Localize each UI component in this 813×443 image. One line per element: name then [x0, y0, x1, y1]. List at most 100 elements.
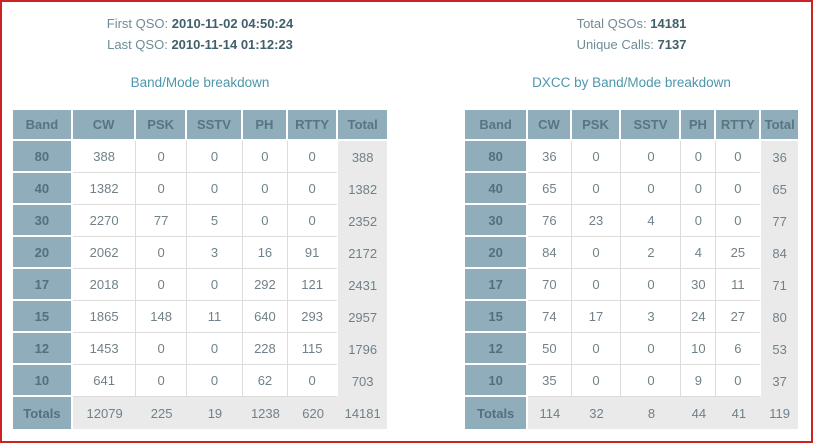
value-cell: 91: [287, 237, 339, 269]
row-total-cell: 703: [338, 365, 387, 397]
totals-value-cell: 19: [186, 397, 243, 429]
row-total-cell: 37: [761, 365, 798, 397]
value-cell: 30: [681, 269, 717, 301]
value-cell: 74: [528, 301, 572, 333]
value-cell: 76: [528, 205, 572, 237]
column-header-sstv: SSTV: [621, 110, 682, 141]
value-cell: 3: [621, 301, 682, 333]
row-total-cell: 65: [761, 173, 798, 205]
value-cell: 0: [621, 333, 682, 365]
value-cell: 2270: [72, 205, 137, 237]
value-cell: 0: [571, 333, 622, 365]
value-cell: 0: [716, 141, 762, 173]
totals-value-cell: 44: [681, 397, 717, 429]
value-cell: 0: [186, 333, 243, 365]
band-cell: 40: [13, 173, 73, 205]
header-row: Band CW PSK SSTV PH RTTY Total: [465, 110, 798, 141]
band-cell: 80: [13, 141, 73, 173]
column-header-psk: PSK: [571, 110, 622, 141]
band-cell: 15: [465, 301, 529, 333]
value-cell: 17: [571, 301, 622, 333]
table-row: 40 65 0 0 0 0 65: [465, 173, 798, 205]
unique-calls-line: Unique Calls: 7137: [465, 34, 798, 55]
value-cell: 9: [681, 365, 717, 397]
value-cell: 65: [528, 173, 572, 205]
value-cell: 16: [242, 237, 288, 269]
band-cell: 10: [465, 365, 529, 397]
column-header-ph: PH: [681, 110, 717, 141]
table-row: 15 1865 148 11 640 293 2957: [13, 301, 387, 333]
value-cell: 4: [681, 237, 717, 269]
value-cell: 35: [528, 365, 572, 397]
last-qso-label: Last QSO:: [107, 37, 168, 52]
value-cell: 5: [186, 205, 243, 237]
row-total-cell: 53: [761, 333, 798, 365]
value-cell: 2062: [72, 237, 137, 269]
value-cell: 62: [242, 365, 288, 397]
totals-value-cell: 12079: [72, 397, 137, 429]
band-cell: 15: [13, 301, 73, 333]
column-header-total: Total: [338, 110, 387, 141]
value-cell: 2: [621, 237, 682, 269]
value-cell: 4: [621, 205, 682, 237]
value-cell: 292: [242, 269, 288, 301]
band-mode-table: Band CW PSK SSTV PH RTTY Total 80 388 0 0 0 0 388 40 13…: [13, 110, 387, 429]
last-qso-line: Last QSO: 2010-11-14 01:12:23: [13, 34, 387, 55]
value-cell: 77: [136, 205, 187, 237]
value-cell: 0: [716, 365, 762, 397]
table-row: 20 84 0 2 4 25 84: [465, 237, 798, 269]
value-cell: 10: [681, 333, 717, 365]
value-cell: 0: [621, 141, 682, 173]
value-cell: 1453: [72, 333, 137, 365]
first-qso-line: First QSO: 2010-11-02 04:50:24: [13, 13, 387, 34]
column-header-rtty: RTTY: [287, 110, 339, 141]
value-cell: 0: [621, 173, 682, 205]
totals-value-cell: 14181: [338, 397, 387, 429]
row-total-cell: 36: [761, 141, 798, 173]
totals-label-cell: Totals: [13, 397, 73, 429]
value-cell: 0: [571, 237, 622, 269]
value-cell: 0: [571, 269, 622, 301]
value-cell: 0: [186, 141, 243, 173]
band-cell: 40: [465, 173, 529, 205]
value-cell: 0: [287, 141, 339, 173]
qso-count-summary: Total QSOs: 14181 Unique Calls: 7137: [465, 8, 798, 55]
value-cell: 293: [287, 301, 339, 333]
value-cell: 0: [242, 173, 288, 205]
band-mode-title: Band/Mode breakdown: [130, 75, 270, 90]
table-row: 17 2018 0 0 292 121 2431: [13, 269, 387, 301]
column-header-cw: CW: [528, 110, 572, 141]
value-cell: 0: [186, 365, 243, 397]
column-header-band: Band: [465, 110, 529, 141]
value-cell: 36: [528, 141, 572, 173]
dxcc-title: DXCC by Band/Mode breakdown: [532, 75, 731, 90]
row-total-cell: 1796: [338, 333, 387, 365]
value-cell: 0: [136, 237, 187, 269]
value-cell: 0: [621, 365, 682, 397]
band-cell: 17: [13, 269, 73, 301]
band-mode-section: First QSO: 2010-11-02 04:50:24 Last QSO:…: [13, 8, 387, 429]
header-row: Band CW PSK SSTV PH RTTY Total: [13, 110, 387, 141]
table-row: 80 388 0 0 0 0 388: [13, 141, 387, 173]
column-header-sstv: SSTV: [186, 110, 243, 141]
row-total-cell: 84: [761, 237, 798, 269]
value-cell: 1865: [72, 301, 137, 333]
value-cell: 0: [287, 365, 339, 397]
totals-value-cell: 8: [621, 397, 682, 429]
row-total-cell: 2957: [338, 301, 387, 333]
value-cell: 0: [136, 365, 187, 397]
row-total-cell: 80: [761, 301, 798, 333]
value-cell: 24: [681, 301, 717, 333]
table-row: 30 76 23 4 0 0 77: [465, 205, 798, 237]
band-cell: 12: [13, 333, 73, 365]
total-qsos-value: 14181: [650, 16, 687, 31]
row-total-cell: 2431: [338, 269, 387, 301]
band-cell: 20: [13, 237, 73, 269]
value-cell: 0: [287, 205, 339, 237]
band-cell: 80: [465, 141, 529, 173]
value-cell: 70: [528, 269, 572, 301]
totals-value-cell: 32: [571, 397, 622, 429]
dxcc-section: Total QSOs: 14181 Unique Calls: 7137 DXC…: [465, 8, 798, 429]
value-cell: 11: [716, 269, 762, 301]
table-row: 10 641 0 0 62 0 703: [13, 365, 387, 397]
